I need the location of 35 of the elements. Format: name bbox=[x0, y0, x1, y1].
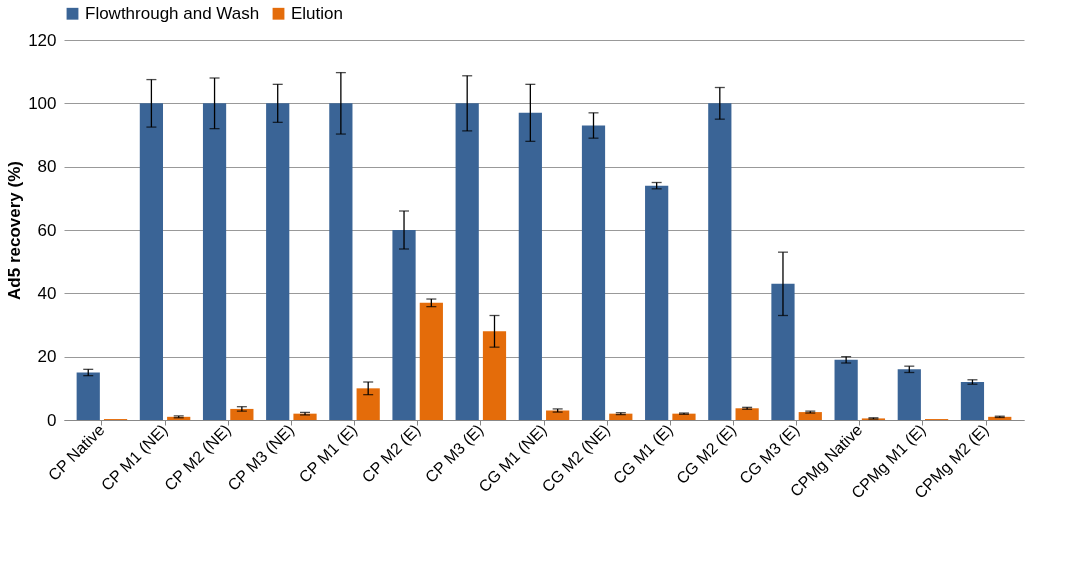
bar bbox=[392, 230, 416, 420]
bar bbox=[897, 369, 921, 420]
bar bbox=[482, 331, 507, 420]
x-tick-label: CP M2 (E) bbox=[358, 421, 424, 486]
y-tick-label: 100 bbox=[28, 93, 57, 113]
bar bbox=[139, 103, 163, 420]
bar bbox=[672, 413, 696, 420]
y-tick-label: 120 bbox=[28, 30, 57, 50]
bar bbox=[609, 413, 633, 420]
y-axis-title: Ad5 recovery (%) bbox=[5, 161, 25, 300]
y-tick-label: 80 bbox=[37, 157, 57, 177]
legend-label: Flowthrough and Wash bbox=[85, 3, 260, 23]
bar bbox=[419, 302, 443, 420]
y-tick-label: 0 bbox=[47, 410, 57, 430]
bar bbox=[76, 372, 100, 420]
bar bbox=[230, 408, 254, 420]
x-tick-label: CP M1 (E) bbox=[295, 421, 361, 486]
x-tick-label: CG M2 (E) bbox=[673, 421, 740, 488]
y-tick-label: 20 bbox=[37, 347, 57, 367]
bar bbox=[708, 103, 732, 420]
bar bbox=[202, 103, 227, 420]
bar bbox=[518, 112, 542, 420]
bar bbox=[266, 103, 290, 420]
y-tick-label: 40 bbox=[37, 283, 57, 303]
bar bbox=[645, 185, 669, 420]
y-tick-label: 60 bbox=[37, 220, 57, 240]
bar bbox=[834, 359, 858, 420]
bar bbox=[356, 388, 380, 420]
bar bbox=[735, 408, 759, 420]
bar bbox=[329, 103, 353, 420]
bar bbox=[581, 125, 606, 420]
bar bbox=[960, 382, 985, 420]
legend-label: Elution bbox=[291, 3, 343, 23]
bar bbox=[771, 283, 795, 420]
bar bbox=[455, 103, 479, 420]
